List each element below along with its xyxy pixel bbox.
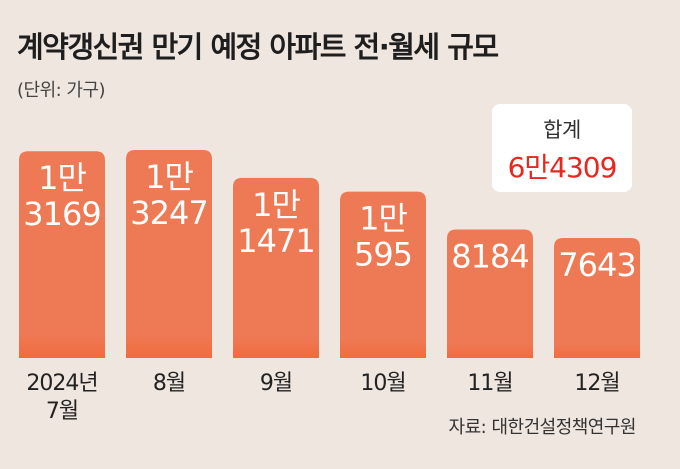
bar-value-label: 8184 — [451, 237, 528, 275]
x-tick-label: 2024년 — [26, 371, 97, 396]
total-label: 합계 — [543, 118, 581, 142]
x-tick-label: 10월 — [360, 371, 405, 396]
bar-6 — [554, 237, 640, 358]
bar-5 — [447, 229, 533, 358]
bar-value-label: 3169 — [23, 195, 100, 233]
total-box: 합계 6만4309 — [492, 104, 632, 192]
x-tick-label: 9월 — [260, 371, 292, 396]
x-axis-labels: 2024년 7월 8월 9월 10월 11월 12월 — [26, 371, 620, 424]
source-note: 자료: 대한건설정책연구원 — [448, 417, 637, 438]
bar-value-label: 3247 — [130, 194, 207, 232]
bar-1 — [19, 151, 105, 358]
x-tick-label: 8월 — [153, 371, 185, 396]
bar-value-label: 1만 — [145, 158, 193, 196]
x-tick-label: 12월 — [574, 371, 619, 396]
bar-value-label: 595 — [354, 236, 412, 274]
bars-group — [19, 149, 640, 358]
bar-value-label: 1만 — [359, 200, 407, 238]
chart-title: 계약갱신권 만기 예정 아파트 전·월세 규모 — [17, 30, 499, 64]
bar-4 — [340, 191, 426, 358]
bar-value-label: 1471 — [237, 222, 314, 260]
bar-value-label: 1만 — [252, 186, 300, 224]
x-tick-label: 11월 — [467, 371, 512, 396]
total-value: 6만4309 — [507, 151, 618, 184]
unit-label: (단위: 가구) — [17, 80, 106, 101]
bar-value-label: 7643 — [558, 246, 635, 284]
x-tick-label: 7월 — [46, 399, 78, 424]
bar-value-label: 1만 — [38, 159, 86, 197]
bar-2 — [126, 149, 212, 358]
bar-3 — [233, 177, 319, 358]
